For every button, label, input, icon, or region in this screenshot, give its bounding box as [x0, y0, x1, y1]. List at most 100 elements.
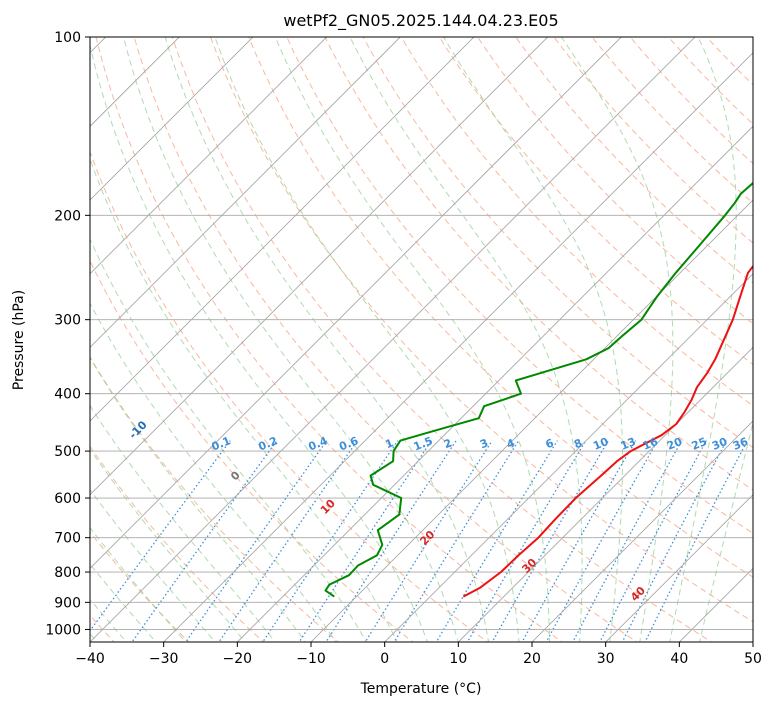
isotherm-line — [384, 273, 753, 642]
mixing-ratio-label: 8 — [572, 436, 584, 451]
mixing-ratio-label: 0.1 — [210, 434, 233, 453]
x-tick-label: 20 — [523, 651, 541, 667]
mixing-ratio-line — [435, 440, 558, 642]
dry-adiabat-label: 40 — [628, 584, 648, 604]
y-tick-label: 300 — [54, 313, 81, 329]
moist-adiabat — [274, 37, 550, 642]
moist-adiabat — [442, 37, 623, 642]
dry-adiabat — [209, 37, 753, 623]
moist-adiabat — [90, 598, 128, 642]
moist-adiabat — [560, 37, 674, 642]
isotherm-line — [90, 37, 475, 422]
y-axis-label: Pressure (hPa) — [11, 290, 27, 390]
isotherm-line — [90, 37, 401, 348]
mixing-ratio-label: 13 — [619, 435, 638, 453]
x-tick-label: 50 — [744, 651, 762, 667]
mixing-ratio-line — [521, 440, 637, 642]
mixing-ratio-line — [364, 440, 493, 642]
mixing-ratio-label: 25 — [690, 435, 709, 453]
y-tick-label: 700 — [54, 531, 81, 547]
mixing-ratio-line — [621, 440, 728, 642]
y-tick-label: 1000 — [45, 622, 81, 638]
dewpoint-line — [324, 181, 753, 598]
isotherm-line — [90, 37, 254, 201]
isotherm-line — [163, 52, 753, 642]
isotherm-line — [605, 494, 753, 642]
dry-adiabat — [438, 37, 753, 366]
mixing-ratio-line — [262, 440, 399, 642]
mixing-ratio-line — [599, 440, 707, 642]
mixing-ratio-label: 4 — [505, 436, 517, 451]
x-tick-label: −10 — [296, 651, 326, 667]
plot-frame — [89, 36, 754, 643]
line-labels: 0.1 0.2 0.4 0.6 1 1.5 2 3 4 6 8 10 13 16 20 25 30 36-1001… — [126, 418, 750, 604]
isotherm-line — [90, 37, 180, 127]
mixing-ratio-line — [90, 440, 231, 632]
moist-adiabat — [90, 448, 246, 642]
dry-adiabat — [90, 356, 340, 642]
x-axis-ticks: −40 −30 −20 −10 0 10 20 30 40 50 — [75, 642, 762, 667]
dry-adiabat-label: 30 — [519, 556, 539, 576]
y-tick-label: 400 — [54, 387, 81, 403]
dry-adiabat — [90, 531, 190, 642]
x-tick-label: 10 — [449, 651, 467, 667]
dry-adiabat — [324, 37, 753, 491]
isotherm-line — [457, 346, 753, 642]
y-tick-label: 500 — [54, 444, 81, 460]
y-tick-label: 800 — [54, 565, 81, 581]
moist-adiabat — [90, 302, 337, 642]
dry-adiabat — [400, 37, 753, 407]
background-lines — [90, 37, 753, 642]
moist-adiabat — [669, 37, 737, 642]
mixing-ratio-label: 36 — [731, 435, 750, 453]
dry-adiabat — [90, 445, 265, 642]
dry-adiabat-label: 0 — [228, 468, 243, 483]
dry-adiabat — [515, 37, 753, 284]
isotherm-line — [90, 37, 622, 570]
mixing-ratio-label: 30 — [710, 435, 729, 453]
moist-adiabat — [90, 404, 276, 642]
dry-adiabat — [362, 37, 753, 449]
dry-adiabat — [286, 37, 753, 534]
mixing-ratio-label: 3 — [478, 436, 490, 451]
dry-adiabat — [591, 37, 753, 204]
temperature-line — [462, 264, 753, 598]
moist-adiabat — [90, 43, 429, 642]
x-tick-label: −40 — [75, 651, 105, 667]
y-tick-label: 900 — [54, 595, 81, 611]
moist-adiabat — [214, 37, 520, 642]
dry-adiabat — [133, 37, 638, 642]
x-tick-label: −20 — [223, 651, 253, 667]
mixing-ratio-line — [545, 440, 659, 642]
moist-adiabat — [90, 157, 398, 642]
isotherm-line — [90, 37, 696, 642]
dry-adiabat — [629, 37, 753, 165]
isotherm-line — [310, 199, 753, 642]
x-axis-label: Temperature (°C) — [360, 681, 482, 697]
mixing-ratio-label: 0.4 — [306, 434, 329, 453]
isotherm-line — [90, 37, 549, 496]
mixing-ratio-label: 2 — [442, 436, 454, 451]
mixing-ratio-line — [644, 440, 748, 642]
x-tick-label: −30 — [149, 651, 179, 667]
moist-adiabat — [699, 421, 753, 642]
dry-adiabat — [248, 37, 753, 578]
dry-adiabat — [90, 259, 414, 642]
dry-adiabat — [477, 37, 753, 325]
x-tick-label: 0 — [380, 651, 389, 667]
moist-adiabat — [123, 37, 459, 642]
dry-adiabat — [667, 37, 753, 125]
grid — [90, 37, 753, 642]
x-tick-label: 40 — [670, 651, 688, 667]
isotherm-line — [678, 567, 753, 642]
y-tick-label: 100 — [54, 30, 81, 46]
moist-adiabat — [164, 37, 490, 642]
y-tick-label: 600 — [54, 491, 81, 507]
moist-adiabat — [349, 37, 583, 642]
mixing-ratio-label: 16 — [641, 435, 660, 453]
y-tick-label: 200 — [54, 208, 81, 224]
mixing-ratio-line — [298, 440, 433, 642]
isotherm-line — [236, 125, 753, 642]
mixing-ratio-line — [325, 440, 457, 642]
